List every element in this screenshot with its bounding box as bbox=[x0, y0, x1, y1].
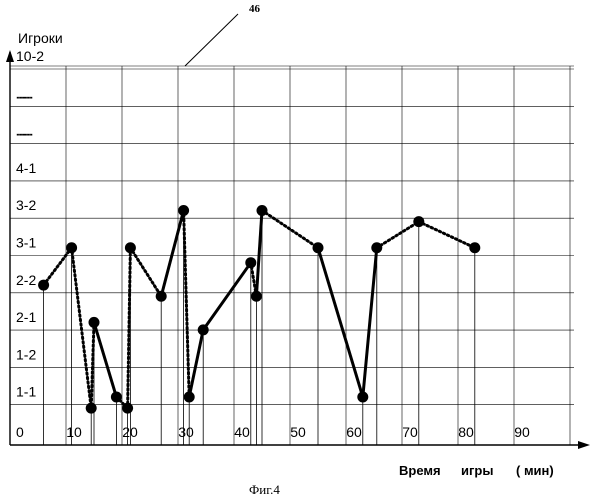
y-tick-label: .......... bbox=[16, 127, 33, 139]
data-point bbox=[245, 257, 256, 268]
x-tick-label: 90 bbox=[514, 424, 530, 440]
x-axis-title-units: ( мин) bbox=[516, 463, 554, 478]
x-tick-label: 10 bbox=[66, 424, 82, 440]
y-tick-label: 3-2 bbox=[16, 197, 36, 213]
y-tick-label: 1-2 bbox=[16, 346, 36, 362]
data-point bbox=[122, 403, 133, 414]
x-tick-label: 60 bbox=[346, 424, 362, 440]
figure-caption: Фиг.4 bbox=[249, 482, 280, 498]
y-tick-label: 1-1 bbox=[16, 384, 36, 400]
data-point bbox=[38, 280, 49, 291]
y-tick-label: 3-1 bbox=[16, 235, 36, 251]
y-tick-labels: 1-1 1-2 2-1 2-2 3-1 3-2 4-1...................… bbox=[16, 48, 44, 400]
chart-line-segments bbox=[44, 210, 475, 408]
solid-segment bbox=[189, 330, 203, 397]
data-point bbox=[257, 205, 268, 216]
solid-segment bbox=[94, 322, 116, 397]
y-tick-label: 4-1 bbox=[16, 160, 36, 176]
solid-segment bbox=[318, 248, 363, 397]
dotted-segment bbox=[377, 222, 419, 248]
x-tick-label: 0 bbox=[16, 424, 24, 440]
dotted-segment bbox=[128, 248, 131, 408]
x-tick-label: 40 bbox=[234, 424, 250, 440]
dotted-segment bbox=[91, 322, 94, 408]
dotted-segment bbox=[72, 248, 92, 408]
y-tick-label: .......... bbox=[16, 89, 33, 101]
dotted-segment bbox=[44, 248, 72, 285]
data-point bbox=[178, 205, 189, 216]
x-tick-label: 50 bbox=[290, 424, 306, 440]
y-tick-label: 2-1 bbox=[16, 309, 36, 325]
solid-segment bbox=[161, 210, 183, 296]
data-point bbox=[371, 242, 382, 253]
data-point bbox=[86, 403, 97, 414]
x-tick-label: 80 bbox=[458, 424, 474, 440]
y-axis-arrow bbox=[6, 50, 14, 62]
chart-grid bbox=[10, 66, 574, 445]
solid-segment bbox=[363, 248, 377, 397]
data-point bbox=[111, 391, 122, 402]
data-point bbox=[156, 291, 167, 302]
reference-leader-line bbox=[185, 14, 238, 66]
y-tick-label: 10-2 bbox=[16, 48, 44, 64]
solid-segment bbox=[256, 210, 262, 296]
data-point bbox=[89, 317, 100, 328]
reference-number: 46 bbox=[249, 3, 260, 15]
y-tick-label: 2-2 bbox=[16, 272, 36, 288]
x-tick-label: 30 bbox=[178, 424, 194, 440]
y-axis-title: Игроки bbox=[18, 30, 63, 46]
data-point bbox=[184, 391, 195, 402]
data-point bbox=[469, 242, 480, 253]
data-point bbox=[413, 216, 424, 227]
x-axis-title-word-2: игры bbox=[461, 463, 493, 478]
x-tick-label: 20 bbox=[122, 424, 138, 440]
data-point bbox=[66, 242, 77, 253]
dotted-segment bbox=[184, 210, 190, 397]
data-point bbox=[198, 324, 209, 335]
dotted-segment bbox=[419, 222, 475, 248]
data-point bbox=[313, 242, 324, 253]
data-point bbox=[251, 291, 262, 302]
x-tick-labels: 0 10 20 30 40 50 60 70 80 90 bbox=[16, 424, 530, 440]
x-tick-label: 70 bbox=[402, 424, 418, 440]
data-point bbox=[357, 391, 368, 402]
dotted-segment bbox=[130, 248, 161, 296]
solid-segment bbox=[203, 263, 251, 330]
data-point bbox=[125, 242, 136, 253]
x-axis-arrow bbox=[578, 441, 590, 449]
x-axis-title-word-1: Время bbox=[399, 463, 441, 478]
